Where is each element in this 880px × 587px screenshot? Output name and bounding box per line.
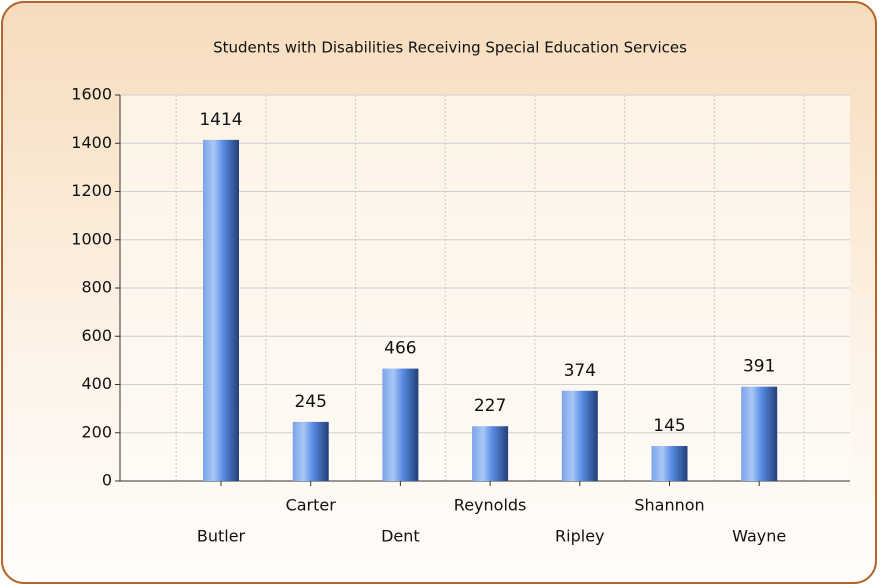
bar bbox=[651, 446, 688, 481]
data-label: 391 bbox=[743, 357, 775, 377]
bar bbox=[382, 368, 419, 481]
data-label: 227 bbox=[474, 396, 506, 416]
y-tick-label: 0 bbox=[102, 471, 112, 490]
data-label: 245 bbox=[294, 392, 326, 412]
x-tick-label: Carter bbox=[286, 496, 337, 515]
chart-title: Students with Disabilities Receiving Spe… bbox=[213, 39, 687, 57]
data-label: 466 bbox=[384, 339, 416, 359]
bar bbox=[561, 390, 598, 481]
data-label: 145 bbox=[653, 416, 685, 436]
y-tick-label: 200 bbox=[81, 422, 112, 441]
y-tick-label: 600 bbox=[81, 326, 112, 345]
x-tick-label: Wayne bbox=[732, 527, 786, 546]
bar bbox=[203, 139, 239, 481]
data-label: 374 bbox=[564, 361, 596, 381]
x-tick-label: Dent bbox=[381, 527, 420, 546]
bar bbox=[472, 426, 509, 481]
x-tick-label: Butler bbox=[197, 527, 246, 546]
x-tick-label: Reynolds bbox=[454, 496, 527, 515]
y-tick-label: 400 bbox=[81, 374, 112, 393]
y-tick-label: 1000 bbox=[71, 229, 112, 248]
bar bbox=[292, 421, 329, 481]
y-tick-label: 1200 bbox=[71, 181, 112, 200]
bar bbox=[741, 386, 778, 481]
y-tick-label: 1400 bbox=[71, 133, 112, 152]
y-tick-label: 1600 bbox=[71, 85, 112, 104]
y-tick-label: 800 bbox=[81, 278, 112, 297]
x-tick-label: Ripley bbox=[555, 527, 604, 546]
data-label: 1414 bbox=[199, 110, 242, 130]
x-tick-label: Shannon bbox=[634, 496, 704, 515]
